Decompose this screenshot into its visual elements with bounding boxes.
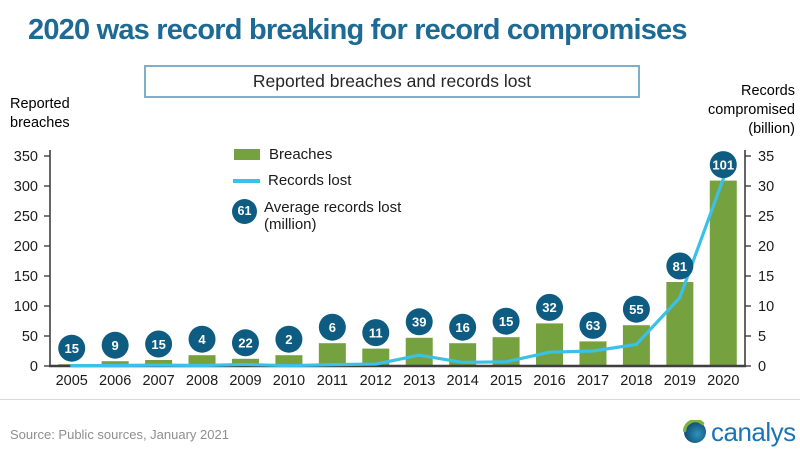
left-tick-label-250: 250 bbox=[14, 209, 38, 225]
avg-records-value-2009: 22 bbox=[238, 336, 252, 351]
footer-divider bbox=[0, 399, 800, 400]
year-label-2018: 2018 bbox=[620, 373, 652, 389]
right-axis-title: Records compromised (billion) bbox=[707, 83, 795, 137]
avg-records-circle-2012 bbox=[362, 319, 390, 347]
avg-records-value-2012: 11 bbox=[369, 325, 383, 340]
year-label-2015: 2015 bbox=[490, 373, 522, 389]
right-tick-label-10: 10 bbox=[758, 299, 774, 315]
avg-records-circle-2018 bbox=[622, 295, 650, 323]
avg-records-value-2010: 2 bbox=[285, 332, 292, 347]
avg-records-value-2017: 63 bbox=[586, 318, 600, 333]
year-label-2005: 2005 bbox=[56, 373, 88, 389]
avg-records-value-2005: 15 bbox=[64, 341, 78, 356]
avg-records-value-2011: 6 bbox=[329, 320, 336, 335]
year-label-2017: 2017 bbox=[577, 373, 609, 389]
year-label-2019: 2019 bbox=[664, 373, 696, 389]
avg-records-circle-2005 bbox=[58, 334, 86, 362]
canalys-logo: canalys bbox=[682, 417, 796, 447]
avg-records-circle-2016 bbox=[536, 293, 564, 321]
bar-2020 bbox=[709, 180, 737, 366]
left-tick-label-200: 200 bbox=[14, 239, 38, 255]
year-label-2006: 2006 bbox=[99, 373, 131, 389]
bar-2016 bbox=[536, 323, 564, 366]
legend-item-average-records: 61 Average records lost (million) bbox=[230, 198, 450, 234]
year-label-2013: 2013 bbox=[403, 373, 435, 389]
avg-records-circle-2006 bbox=[101, 331, 129, 359]
avg-records-circle-2009 bbox=[231, 329, 259, 357]
avg-records-circle-2014 bbox=[449, 313, 477, 341]
page-title: 2020 was record breaking for record comp… bbox=[28, 14, 687, 46]
avg-records-circle-2015 bbox=[492, 307, 520, 335]
source-note: Source: Public sources, January 2021 bbox=[10, 427, 229, 442]
year-label-2009: 2009 bbox=[229, 373, 261, 389]
bar-2017 bbox=[579, 341, 607, 366]
bar-2007 bbox=[145, 360, 173, 366]
avg-records-circle-2011 bbox=[318, 313, 346, 341]
average-records-badge-icon: 61 bbox=[232, 198, 257, 224]
records-lost-line-icon bbox=[233, 179, 260, 183]
bar-2009 bbox=[231, 358, 259, 366]
bar-2006 bbox=[101, 361, 129, 366]
avg-records-value-2015: 15 bbox=[499, 314, 513, 329]
bar-2011 bbox=[318, 343, 346, 366]
right-tick-label-0: 0 bbox=[758, 359, 766, 375]
avg-records-value-2006: 9 bbox=[112, 338, 119, 353]
chart-subtitle-box: Reported breaches and records lost bbox=[144, 65, 640, 98]
avg-records-value-2018: 55 bbox=[629, 302, 643, 317]
right-tick-label-5: 5 bbox=[758, 329, 766, 345]
avg-records-value-2013: 39 bbox=[412, 315, 426, 330]
avg-records-value-2016: 32 bbox=[542, 300, 556, 315]
avg-records-circle-2008 bbox=[188, 325, 216, 353]
right-tick-label-25: 25 bbox=[758, 209, 774, 225]
avg-records-circle-2007 bbox=[145, 330, 173, 358]
canalys-globe-icon bbox=[682, 419, 707, 444]
legend-records-lost-label: Records lost bbox=[268, 172, 352, 190]
records-lost-line bbox=[70, 177, 725, 368]
left-tick-label-300: 300 bbox=[14, 179, 38, 195]
left-tick-label-100: 100 bbox=[14, 299, 38, 315]
year-label-2012: 2012 bbox=[360, 373, 392, 389]
avg-records-circle-2017 bbox=[579, 311, 607, 339]
year-label-2010: 2010 bbox=[273, 373, 305, 389]
avg-records-circle-2010 bbox=[275, 325, 303, 353]
avg-records-circle-2020 bbox=[709, 151, 737, 179]
legend-average-records-label: Average records lost (million) bbox=[264, 198, 402, 233]
avg-records-value-2008: 4 bbox=[198, 332, 206, 347]
right-tick-label-35: 35 bbox=[758, 149, 774, 165]
avg-records-value-2014: 16 bbox=[455, 320, 469, 335]
year-label-2016: 2016 bbox=[533, 373, 565, 389]
bar-2010 bbox=[275, 355, 303, 366]
left-tick-label-50: 50 bbox=[22, 329, 38, 345]
year-label-2008: 2008 bbox=[186, 373, 218, 389]
year-label-2011: 2011 bbox=[317, 373, 348, 389]
avg-records-value-2019: 81 bbox=[673, 259, 687, 274]
legend-breaches-label: Breaches bbox=[269, 146, 333, 163]
right-tick-label-20: 20 bbox=[758, 239, 774, 255]
chart-legend: Breaches Records lost 61 Average records… bbox=[230, 146, 450, 242]
left-axis-title: Reported breaches bbox=[10, 96, 70, 131]
avg-records-circle-2019 bbox=[666, 252, 694, 280]
breaches-records-chart: 0 50 100 150 200 250 300 350 0 5 10 15 20 25 30 35 15 9 15… bbox=[14, 149, 774, 389]
legend-item-records-lost: Records lost bbox=[230, 172, 450, 189]
year-label-2014: 2014 bbox=[447, 373, 479, 389]
avg-records-value-2020: 101 bbox=[712, 157, 734, 172]
chart-subtitle: Reported breaches and records lost bbox=[252, 71, 532, 91]
avg-records-circle-2013 bbox=[405, 308, 433, 336]
left-tick-label-350: 350 bbox=[14, 149, 38, 165]
year-label-2020: 2020 bbox=[707, 373, 739, 389]
canalys-wordmark: canalys bbox=[711, 417, 796, 447]
bar-2013 bbox=[405, 337, 433, 366]
legend-item-breaches: Breaches bbox=[230, 146, 450, 163]
breaches-swatch-icon bbox=[234, 149, 260, 160]
avg-records-value-2007: 15 bbox=[151, 337, 165, 352]
right-tick-label-15: 15 bbox=[758, 269, 774, 285]
year-label-2007: 2007 bbox=[142, 373, 174, 389]
left-tick-label-150: 150 bbox=[14, 269, 38, 285]
right-tick-label-30: 30 bbox=[758, 179, 774, 195]
left-tick-label-0: 0 bbox=[30, 359, 38, 375]
bar-2008 bbox=[188, 355, 216, 366]
